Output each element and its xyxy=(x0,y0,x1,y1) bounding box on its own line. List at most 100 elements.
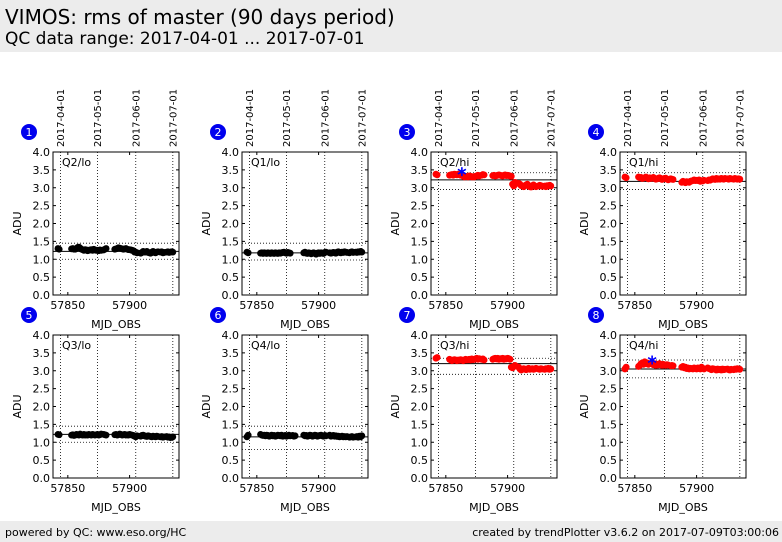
y-tick-label: 1.5 xyxy=(222,418,240,431)
date-marker-label: 2017-05-01 xyxy=(93,89,104,147)
data-point xyxy=(736,175,744,183)
y-tick-label: 0.5 xyxy=(222,454,240,467)
y-tick-label: 1.5 xyxy=(33,418,51,431)
y-axis-label: ADU xyxy=(578,394,591,418)
y-tick-label: 2.5 xyxy=(222,200,240,213)
y-tick-label: 2.0 xyxy=(33,218,51,231)
data-point xyxy=(169,248,177,256)
y-axis-label: ADU xyxy=(389,394,402,418)
data-point xyxy=(358,248,366,256)
y-tick-label: 3.5 xyxy=(33,164,51,177)
y-tick-label: 1.0 xyxy=(411,436,429,449)
y-tick-label: 3.0 xyxy=(411,365,429,378)
y-tick-label: 2.5 xyxy=(33,383,51,396)
y-tick-label: 3.0 xyxy=(411,182,429,195)
y-tick-label: 4.0 xyxy=(33,329,51,342)
y-tick-label: 3.0 xyxy=(33,365,51,378)
y-tick-label: 1.5 xyxy=(411,418,429,431)
x-tick-label: 57900 xyxy=(301,299,336,312)
y-tick-label: 2.0 xyxy=(600,218,618,231)
data-point xyxy=(55,431,63,439)
x-tick-label: 57850 xyxy=(50,482,85,495)
y-tick-label: 0.5 xyxy=(222,271,240,284)
date-marker-label: 2017-04-01 xyxy=(245,89,256,147)
y-tick-label: 0.0 xyxy=(600,289,618,302)
plot-frame xyxy=(52,334,180,479)
y-tick-label: 2.0 xyxy=(33,401,51,414)
footer-created-by: created by trendPlotter v3.6.2 on 2017-0… xyxy=(472,526,779,539)
date-marker-label: 2017-07-01 xyxy=(735,89,746,147)
chart-panel-1: 1 2017-04-01 2017-05-01 2017-06-01 2017-07-0… xyxy=(11,89,180,331)
y-axis-label: ADU xyxy=(11,211,24,235)
panel-label: Q3/lo xyxy=(62,339,91,352)
data-point xyxy=(291,432,299,440)
y-tick-label: 0.0 xyxy=(222,289,240,302)
plot-frame xyxy=(619,334,747,479)
y-tick-label: 1.5 xyxy=(600,418,618,431)
y-tick-label: 0.5 xyxy=(600,454,618,467)
y-tick-label: 2.5 xyxy=(600,200,618,213)
y-tick-label: 4.0 xyxy=(33,146,51,159)
y-tick-label: 3.5 xyxy=(411,164,429,177)
plot-frame xyxy=(241,334,369,479)
data-point xyxy=(480,356,488,364)
chart-panel-2: 2 2017-04-01 2017-05-01 2017-06-01 2017-07-0… xyxy=(200,89,369,331)
y-tick-label: 4.0 xyxy=(222,329,240,342)
y-tick-label: 2.0 xyxy=(600,401,618,414)
x-tick-label: 57850 xyxy=(239,299,274,312)
panel-number: 7 xyxy=(404,309,411,322)
data-point xyxy=(622,363,630,371)
date-marker-label: 2017-07-01 xyxy=(357,89,368,147)
panel-number-badge xyxy=(210,307,226,323)
y-tick-label: 0.0 xyxy=(33,472,51,485)
y-tick-label: 4.0 xyxy=(600,146,618,159)
y-tick-label: 3.0 xyxy=(222,365,240,378)
y-tick-label: 4.0 xyxy=(600,329,618,342)
chart-panel-6: 6 0.0 0.5 1.0 1.5 2.0 2.5 3.0 3.5 4.0 57850 57900 MJ… xyxy=(200,307,369,514)
panel-number-badge xyxy=(588,307,604,323)
y-tick-label: 1.5 xyxy=(411,235,429,248)
y-tick-label: 1.0 xyxy=(600,436,618,449)
date-marker-label: 2017-05-01 xyxy=(660,89,671,147)
y-tick-label: 1.5 xyxy=(222,235,240,248)
report-footer: powered by QC: www.eso.org/HC created by… xyxy=(0,521,782,542)
date-marker-label: 2017-07-01 xyxy=(168,89,179,147)
x-axis-label: MJD_OBS xyxy=(658,501,708,514)
data-point xyxy=(433,354,441,361)
panel-number: 2 xyxy=(215,126,222,139)
y-tick-label: 2.5 xyxy=(411,200,429,213)
data-point xyxy=(55,245,63,253)
y-axis-label: ADU xyxy=(578,211,591,235)
data-point xyxy=(102,431,110,439)
y-axis-label: ADU xyxy=(389,211,402,235)
date-marker-label: 2017-07-01 xyxy=(546,89,557,147)
data-point xyxy=(669,362,677,370)
y-tick-label: 3.5 xyxy=(33,347,51,360)
x-tick-label: 57850 xyxy=(239,482,274,495)
x-tick-label: 57850 xyxy=(428,299,463,312)
x-axis-label: MJD_OBS xyxy=(658,318,708,331)
panel-number: 5 xyxy=(26,309,33,322)
panel-label: Q3/hi xyxy=(440,339,469,352)
y-tick-label: 3.0 xyxy=(600,182,618,195)
x-tick-label: 57850 xyxy=(617,482,652,495)
chart-panel-7: 7 0.0 0.5 1.0 1.5 2.0 2.5 3.0 3.5 4.0 57850 57900 MJ… xyxy=(389,307,558,514)
y-tick-label: 0.5 xyxy=(600,271,618,284)
data-point xyxy=(286,249,294,257)
y-tick-label: 3.5 xyxy=(222,347,240,360)
x-tick-label: 57900 xyxy=(112,299,147,312)
date-marker-label: 2017-04-01 xyxy=(56,89,67,147)
x-tick-label: 57850 xyxy=(50,299,85,312)
date-marker-label: 2017-06-01 xyxy=(509,89,520,147)
panel-number: 6 xyxy=(215,309,222,322)
panel-label: Q2/hi xyxy=(440,156,469,169)
date-marker-label: 2017-06-01 xyxy=(698,89,709,147)
chart-panel-4: 4 2017-04-01 2017-05-01 2017-06-01 2017-07-0… xyxy=(578,89,747,331)
y-tick-label: 2.5 xyxy=(600,383,618,396)
y-tick-label: 1.5 xyxy=(33,235,51,248)
y-tick-label: 0.5 xyxy=(411,454,429,467)
y-tick-label: 2.0 xyxy=(411,401,429,414)
panel-number: 8 xyxy=(593,309,600,322)
date-marker-label: 2017-04-01 xyxy=(623,89,634,147)
